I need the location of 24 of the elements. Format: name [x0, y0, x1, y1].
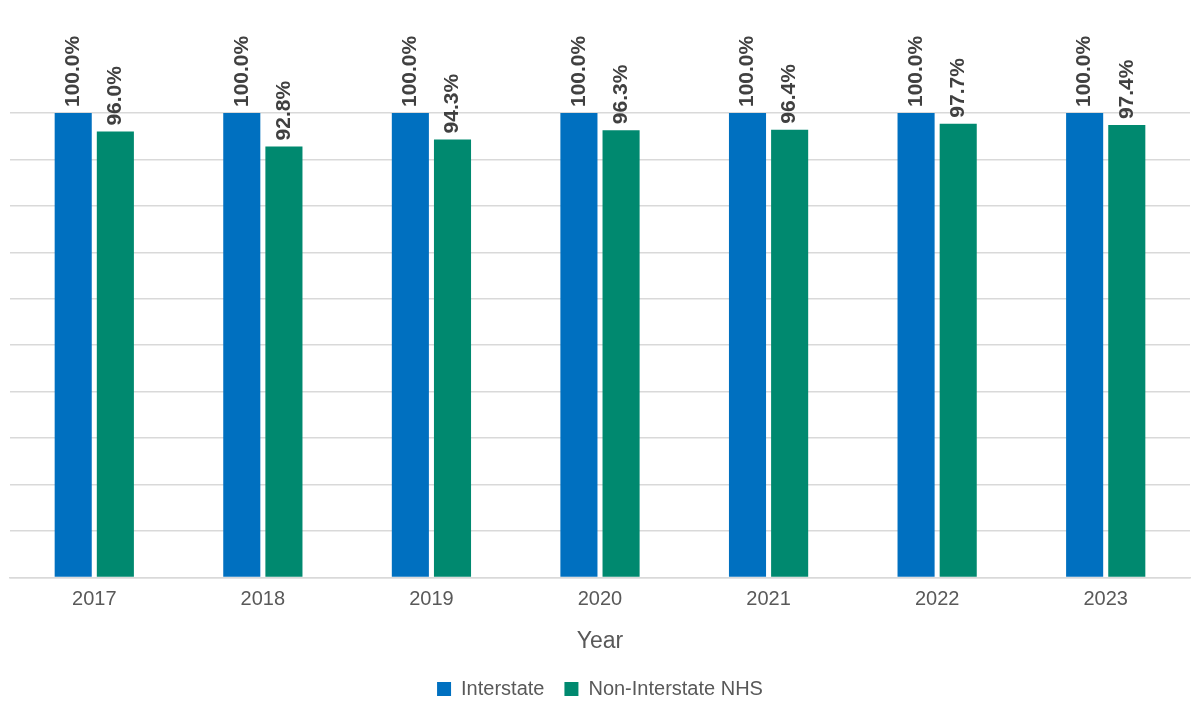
data-label: 100.0% [60, 35, 84, 107]
data-label: 100.0% [902, 35, 926, 107]
x-tick-label: 2020 [577, 586, 623, 609]
data-label: 96.3% [607, 64, 631, 125]
x-tick-label: 2021 [746, 586, 791, 609]
data-label: 100.0% [397, 35, 421, 107]
x-tick-label: 2019 [409, 586, 454, 609]
x-tick-label: 2017 [72, 586, 117, 609]
legend-label: Non-Interstate NHS [588, 676, 763, 699]
x-tick-label: 2018 [240, 586, 286, 609]
x-axis-title: Year [576, 626, 624, 653]
data-label: 96.0% [102, 65, 126, 126]
data-label: 96.4% [776, 63, 800, 124]
legend-label: Interstate [461, 676, 545, 699]
data-label: 94.3% [439, 73, 463, 134]
x-tick-label: 2022 [914, 586, 960, 609]
data-label: 100.0% [1071, 35, 1095, 107]
data-label: 100.0% [228, 35, 252, 107]
x-tick-label: 2023 [1083, 586, 1128, 609]
data-label: 92.8% [270, 80, 294, 141]
data-label: 97.7% [945, 57, 969, 118]
data-label: 97.4% [1113, 59, 1137, 120]
data-label: 100.0% [565, 35, 589, 107]
data-label: 100.0% [734, 35, 758, 107]
